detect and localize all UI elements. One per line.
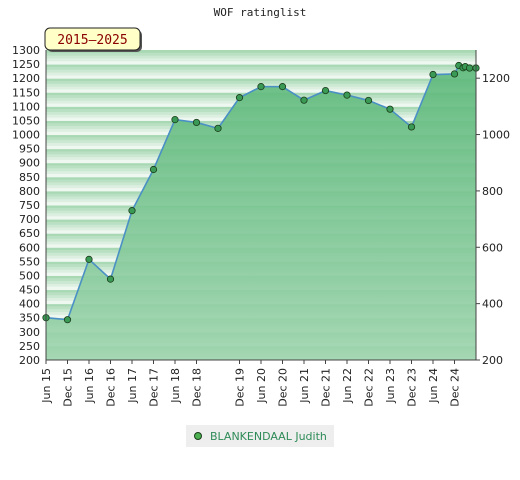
- y-tick-label-left: 950: [19, 143, 40, 156]
- y-tick-label-left: 900: [19, 157, 40, 170]
- y-tick-label-right: 600: [482, 241, 503, 254]
- grid-band: [46, 66, 476, 71]
- y-tick-label-left: 700: [19, 213, 40, 226]
- data-point: [300, 96, 308, 104]
- y-tick-label-left: 800: [19, 185, 40, 198]
- grid-band: [46, 72, 476, 76]
- y-tick-label-left: 1250: [12, 58, 40, 71]
- x-tick-label: Dec 21: [320, 368, 333, 407]
- x-tick-label: Dec 16: [105, 368, 118, 407]
- grid-band: [46, 64, 476, 68]
- data-point: [63, 316, 72, 324]
- y-tick-label-left: 1150: [12, 86, 40, 99]
- x-tick-label: Dec 23: [406, 368, 419, 407]
- y-tick-label-left: 1300: [12, 44, 40, 57]
- y-tick-label-right: 200: [482, 354, 503, 367]
- x-tick-label: Dec 17: [148, 368, 161, 407]
- data-point: [192, 118, 201, 127]
- x-tick-label: Jun 16: [83, 368, 96, 404]
- y-tick-label-left: 1200: [12, 72, 40, 85]
- y-tick-label-left: 550: [19, 255, 40, 268]
- chart-title: WOF ratinglist: [213, 6, 307, 19]
- x-tick-label: Jun 21: [298, 368, 311, 404]
- y-tick-label-left: 450: [19, 284, 40, 297]
- y-tick-label-left: 250: [19, 340, 40, 353]
- data-point: [149, 165, 158, 174]
- x-tick-label: Jun 22: [341, 368, 354, 404]
- period-badge-text: 2015–2025: [57, 33, 127, 48]
- grid-band: [46, 61, 476, 65]
- legend-label: BLANKENDAAL Judith: [210, 429, 327, 443]
- grid-band: [46, 50, 476, 54]
- data-point: [171, 116, 179, 124]
- x-tick-label: Dec 20: [277, 368, 290, 407]
- x-tick-label: Dec 18: [191, 368, 204, 407]
- legend-marker-icon: [194, 432, 202, 440]
- y-tick-label-left: 350: [19, 312, 40, 325]
- y-tick-label-right: 1200: [482, 72, 510, 85]
- x-tick-label: Jun 24: [427, 368, 440, 404]
- data-point: [235, 94, 244, 102]
- grid-band: [46, 52, 476, 57]
- y-tick-label-left: 1000: [12, 129, 40, 142]
- y-tick-label-left: 1050: [12, 114, 40, 127]
- y-tick-label-left: 850: [19, 171, 40, 184]
- rating-chart: 2002503003504004505005506006507007508008…: [12, 27, 510, 407]
- grid-band: [46, 55, 476, 59]
- data-point: [465, 64, 474, 72]
- x-tick-label: Dec 19: [234, 368, 247, 407]
- data-point: [386, 105, 394, 113]
- x-tick-label: Jun 18: [169, 368, 182, 404]
- y-tick-label-left: 500: [19, 269, 40, 282]
- y-tick-label-left: 750: [19, 199, 40, 212]
- y-tick-label-left: 200: [19, 354, 40, 367]
- grid-band: [46, 78, 476, 82]
- data-point: [257, 83, 265, 91]
- period-badge: [44, 27, 141, 51]
- grid-band: [46, 58, 476, 62]
- data-point: [364, 96, 373, 105]
- data-point: [128, 207, 136, 215]
- data-point: [343, 91, 351, 99]
- y-tick-label-right: 400: [482, 298, 503, 311]
- data-point: [85, 255, 93, 263]
- y-tick-label-left: 1100: [12, 100, 40, 113]
- y-tick-label-left: 400: [19, 298, 40, 311]
- grid-band: [46, 75, 476, 79]
- data-point: [429, 70, 437, 79]
- x-tick-label: Jun 23: [384, 368, 397, 404]
- y-tick-label-left: 650: [19, 227, 40, 240]
- rating-area: [46, 65, 476, 360]
- data-point: [407, 123, 416, 131]
- y-tick-label-right: 800: [482, 185, 503, 198]
- data-point: [321, 86, 330, 95]
- x-tick-label: Dec 22: [363, 368, 376, 407]
- y-tick-label-left: 600: [19, 241, 40, 254]
- data-point: [106, 275, 115, 283]
- x-tick-label: Jun 20: [255, 368, 268, 404]
- x-tick-label: Jun 15: [40, 368, 53, 404]
- data-point: [214, 124, 222, 132]
- y-tick-label-left: 300: [19, 326, 40, 339]
- legend[interactable]: BLANKENDAAL Judith: [186, 425, 334, 447]
- x-tick-label: Dec 15: [62, 368, 75, 407]
- data-point: [450, 70, 459, 78]
- x-tick-label: Jun 17: [126, 368, 139, 404]
- y-tick-label-right: 1000: [482, 129, 510, 142]
- data-point: [278, 83, 287, 91]
- grid-band: [46, 69, 476, 74]
- grid-band: [46, 81, 476, 85]
- x-tick-label: Dec 24: [449, 368, 462, 407]
